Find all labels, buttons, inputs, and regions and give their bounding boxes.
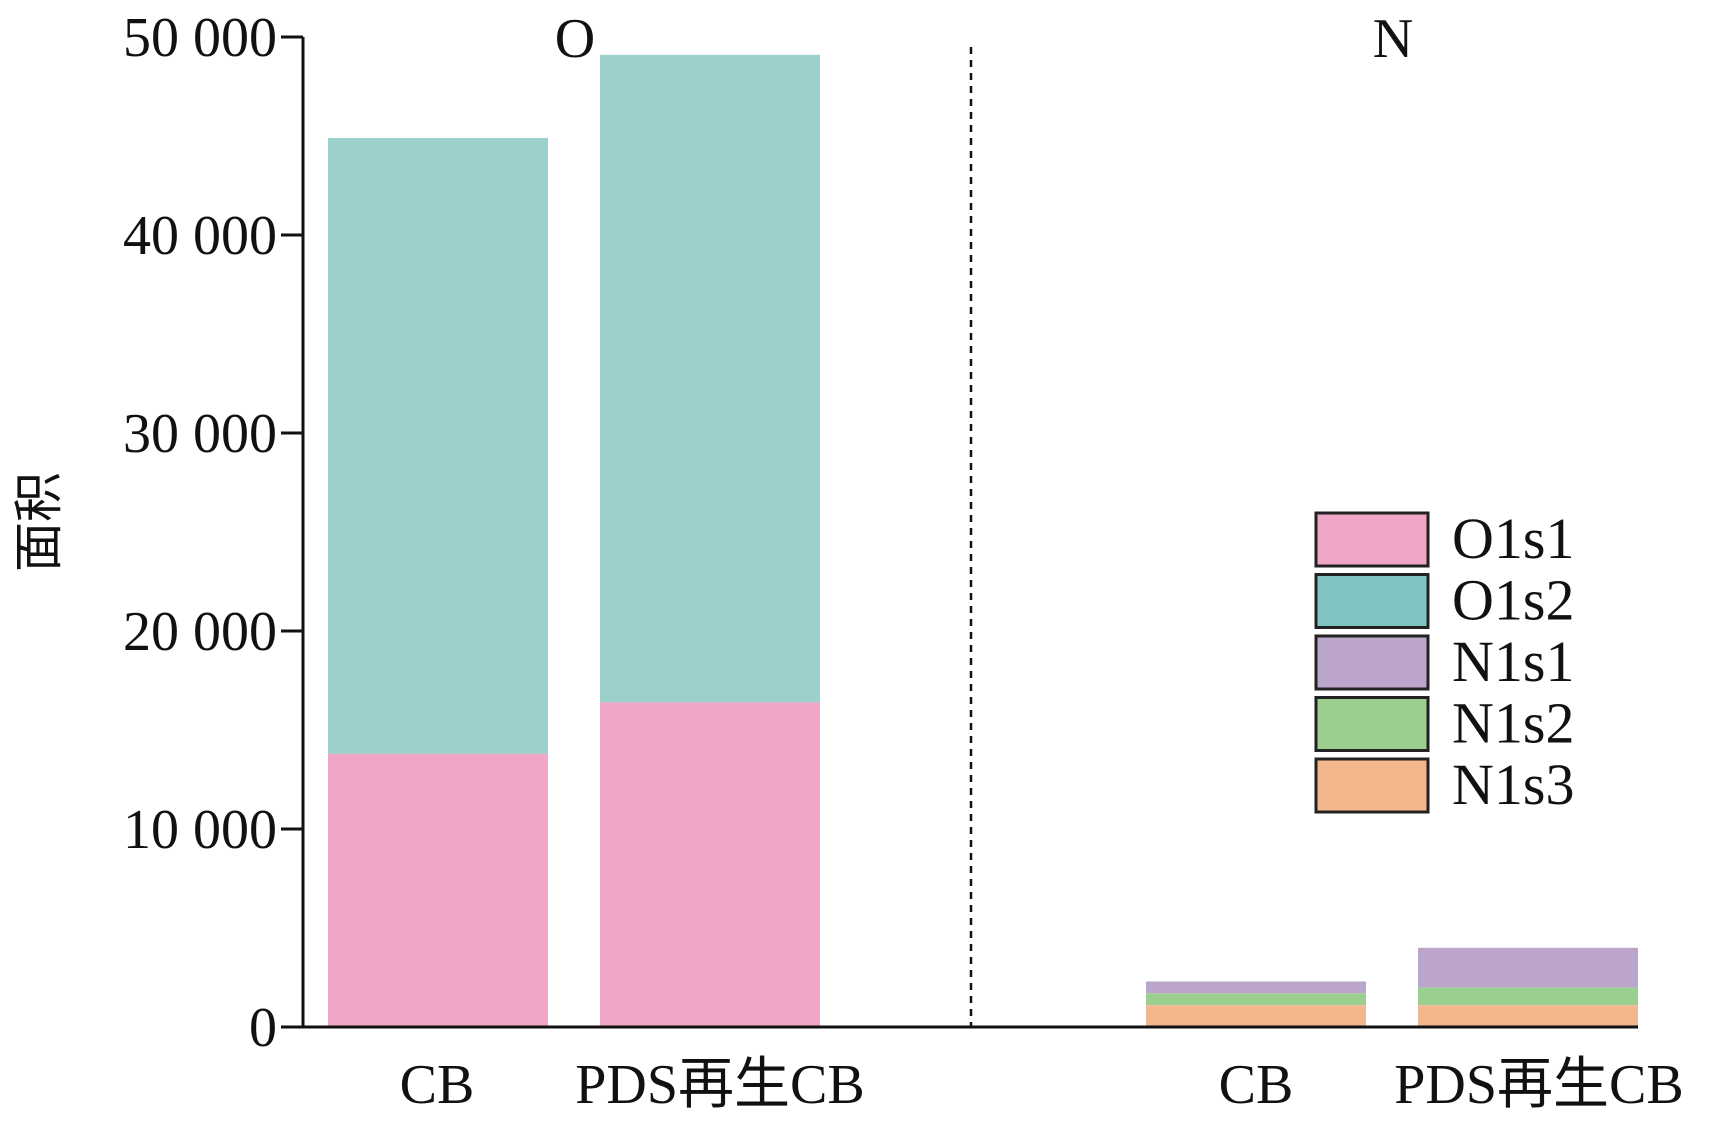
x-tick-label-o-1: CB [400,1054,475,1116]
y-tick-label-40000: 40 000 [123,205,277,267]
x-tick-label-n-2: PDS再生CB [1394,1054,1683,1116]
legend-swatch-o1s1 [1314,511,1430,568]
legend-label-n1s3: N1s3 [1452,752,1574,817]
x-tick-label-n-1: CB [1219,1054,1294,1116]
bar-segment-n1s3-n-1 [1146,1005,1366,1027]
panel-label-n: N [1373,8,1413,70]
axes-layer [281,35,1638,1029]
legend-label-o1s1: O1s1 [1452,506,1574,571]
y-tick-label-50000: 50 000 [123,7,277,69]
legend-label-n1s2: N1s2 [1452,691,1574,756]
legend-swatch-n1s3 [1314,757,1430,814]
y-tick-label-30000: 30 000 [123,403,277,465]
y-tick-label-20000: 20 000 [123,601,277,663]
legend-swatch-n1s2 [1314,696,1430,752]
x-tick-label-o-2: PDS再生CB [575,1054,864,1116]
bar-segment-o1s1-o-1 [328,753,548,1027]
bar-segment-n1s1-n-2 [1418,947,1638,988]
bar-segment-n1s3-n-2 [1418,1005,1638,1027]
bar-segment-n1s1-n-1 [1146,981,1366,994]
legend-swatch-o1s2 [1314,573,1430,629]
y-tick-label-0: 0 [249,997,277,1059]
bar-segment-n1s2-n-1 [1146,993,1366,1006]
label-layer: CB PDS再生CB O CB PDS再生CB N 0 10 000 20 000 30 000 4… [11,7,1684,1116]
legend-label-o1s2: O1s2 [1452,568,1574,633]
bar-segment-o1s2-o-1 [328,137,548,754]
y-axis-title: 面积 [11,472,67,572]
legend-swatch-n1s1 [1314,634,1430,691]
bar-segment-o1s1-o-2 [600,702,820,1027]
bar-segment-o1s2-o-2 [600,54,820,703]
bar-layer [328,54,1638,1027]
legend-label-n1s1: N1s1 [1452,629,1574,694]
panel-label-o: O [555,8,595,70]
bar-segment-n1s2-n-2 [1418,987,1638,1006]
y-tick-label-10000: 10 000 [123,799,277,861]
